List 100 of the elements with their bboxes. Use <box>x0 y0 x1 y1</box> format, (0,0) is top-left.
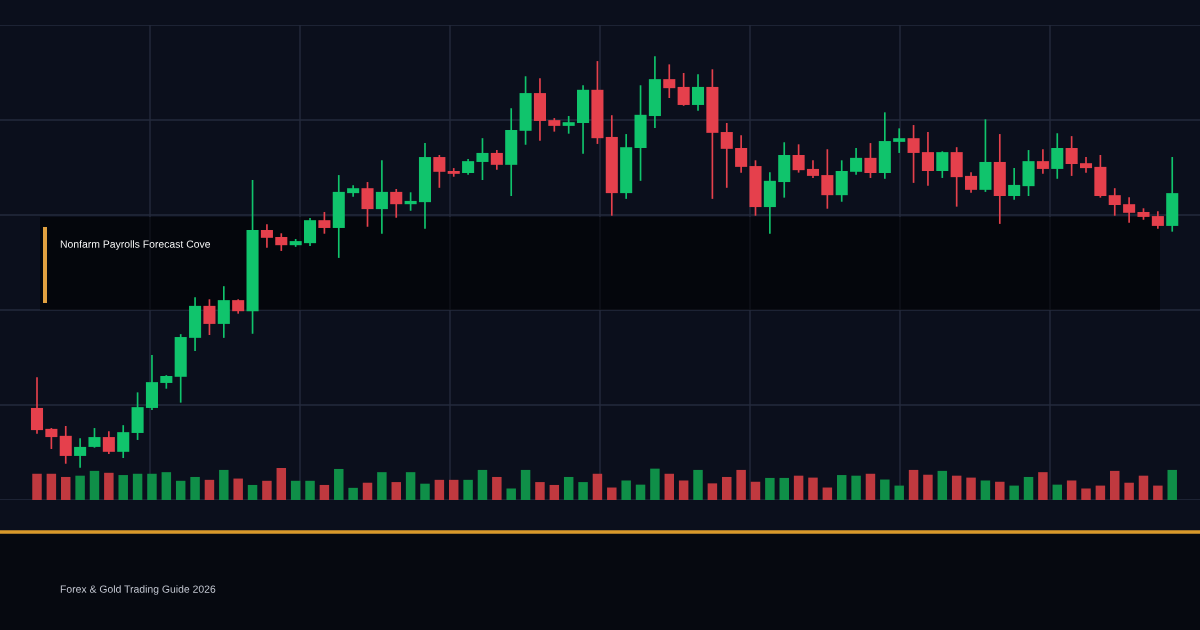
candlestick <box>433 154 446 188</box>
bar <box>1138 475 1149 500</box>
candlestick <box>677 72 690 106</box>
candlestick <box>74 438 87 468</box>
candlestick <box>375 160 388 234</box>
bar <box>664 473 675 500</box>
bar <box>477 469 488 500</box>
bar <box>420 483 430 500</box>
bar <box>362 482 373 500</box>
candlestick <box>735 135 748 173</box>
bar <box>118 475 128 500</box>
bar <box>995 481 1005 500</box>
bar <box>650 468 660 500</box>
bar <box>722 476 732 500</box>
candlestick <box>59 425 72 464</box>
bar <box>966 477 976 500</box>
candlestick <box>850 148 863 175</box>
candlestick <box>117 425 130 458</box>
candlestick <box>318 211 331 234</box>
candlestick <box>663 64 676 99</box>
bar <box>434 479 445 500</box>
bar <box>391 482 401 500</box>
bar <box>190 476 200 500</box>
bar <box>592 473 603 500</box>
bar <box>276 468 287 500</box>
candlestick <box>476 138 489 181</box>
bar <box>549 484 560 500</box>
bar <box>233 478 243 500</box>
bar <box>563 476 574 500</box>
bar <box>104 472 114 500</box>
bar <box>607 487 617 500</box>
bar <box>865 473 876 500</box>
bar <box>1124 482 1134 500</box>
candlestick <box>691 74 705 111</box>
bar <box>204 479 215 500</box>
bar <box>750 481 761 500</box>
bar <box>1167 469 1177 500</box>
text: Forex & Gold Trading Guide 2026 <box>60 585 216 595</box>
bar <box>219 469 229 500</box>
bar <box>765 477 775 500</box>
bar <box>247 484 258 500</box>
bar <box>1038 472 1048 500</box>
bar <box>520 469 531 500</box>
candlestick <box>260 224 273 248</box>
bar <box>779 477 789 500</box>
annotation: Nonfarm Payrolls Forecast Cove <box>60 240 211 250</box>
candlestick <box>1036 149 1049 174</box>
bar <box>46 473 57 500</box>
bar <box>448 479 459 500</box>
bar <box>161 472 172 500</box>
candlestick <box>1008 168 1021 200</box>
bar <box>793 475 804 500</box>
bar <box>980 480 991 500</box>
bar <box>822 487 833 500</box>
candlestick <box>893 128 906 153</box>
bar <box>305 480 315 500</box>
candlestick <box>102 431 115 454</box>
candlestick <box>907 125 920 183</box>
candlestick <box>1065 136 1078 176</box>
bar <box>923 474 933 500</box>
bar <box>908 469 919 500</box>
bar <box>405 472 416 500</box>
bar <box>1110 470 1120 500</box>
bar <box>1066 480 1077 500</box>
bar <box>736 469 746 500</box>
bar <box>1009 485 1019 500</box>
candlestick <box>303 218 317 247</box>
bar <box>492 476 502 500</box>
bar <box>1153 485 1163 500</box>
bar <box>175 480 186 500</box>
bar <box>377 472 387 500</box>
candlestick <box>361 182 374 227</box>
bar <box>1052 484 1063 500</box>
candlestick <box>203 299 216 335</box>
bar <box>808 477 818 500</box>
bar <box>75 475 85 500</box>
candlestick <box>864 143 877 178</box>
candlestick <box>562 116 575 134</box>
candlestick <box>1123 197 1136 223</box>
bar <box>578 482 588 500</box>
candlestick <box>30 377 44 434</box>
bar <box>851 475 861 500</box>
bar <box>678 480 689 500</box>
bar <box>334 468 344 500</box>
bar <box>693 469 703 500</box>
bar <box>32 473 42 500</box>
candlestick <box>965 172 978 193</box>
bar <box>61 476 71 500</box>
bar <box>147 473 157 500</box>
candlestick <box>792 144 805 173</box>
bar <box>506 488 516 500</box>
bar <box>290 480 301 500</box>
candlestick <box>447 168 460 177</box>
bar <box>1023 476 1034 500</box>
bar <box>836 475 847 500</box>
bar <box>463 479 473 500</box>
candlestick <box>821 149 834 209</box>
bar <box>635 484 646 500</box>
candlestick <box>390 189 403 218</box>
bar <box>132 473 143 500</box>
